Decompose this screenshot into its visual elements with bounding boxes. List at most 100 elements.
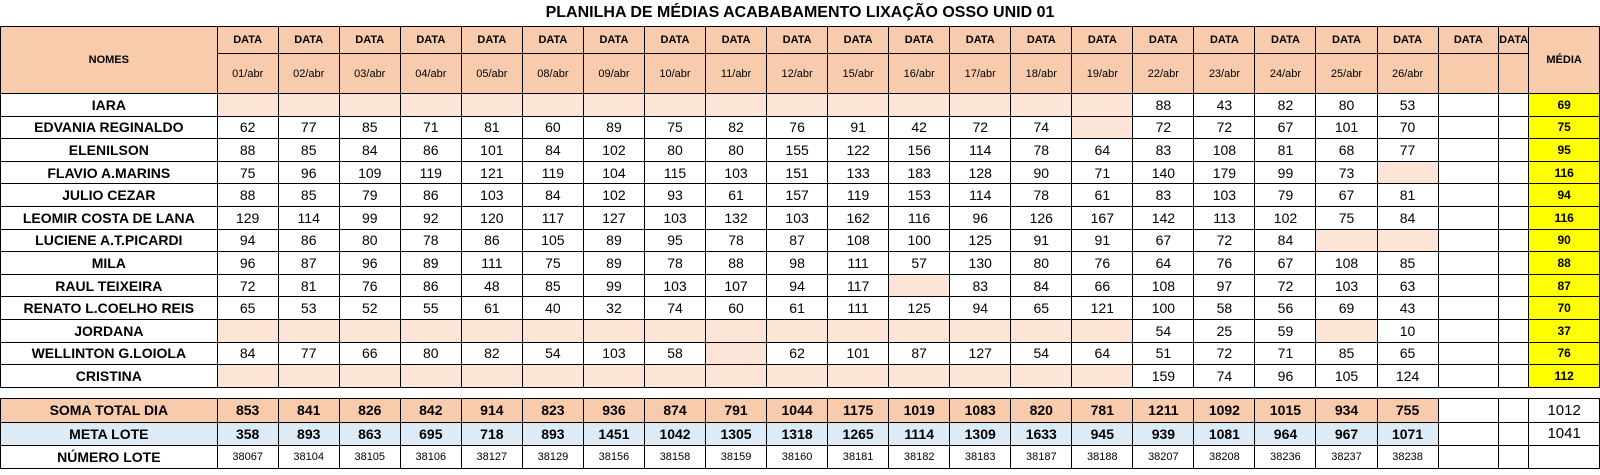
score-cell[interactable] — [705, 93, 768, 117]
soma-value[interactable]: 874 — [643, 397, 707, 423]
score-cell[interactable] — [1437, 251, 1500, 275]
data-header[interactable]: DATA — [1010, 26, 1073, 54]
date-header[interactable]: 02/abr — [277, 53, 340, 94]
score-cell[interactable] — [1437, 138, 1500, 162]
score-cell[interactable]: 80 — [705, 138, 768, 162]
score-cell[interactable]: 54 — [1010, 341, 1073, 366]
score-cell[interactable]: 55 — [399, 296, 462, 320]
score-cell[interactable]: 103 — [705, 160, 768, 185]
score-cell[interactable] — [888, 364, 951, 388]
soma-value[interactable]: 853 — [216, 397, 279, 423]
score-cell[interactable] — [1498, 228, 1530, 253]
score-cell[interactable]: 88 — [1132, 93, 1195, 117]
score-cell[interactable]: 85 — [338, 115, 401, 140]
score-cell[interactable]: 151 — [766, 160, 829, 185]
score-cell[interactable] — [705, 341, 768, 366]
score-cell[interactable] — [277, 364, 340, 388]
score-cell[interactable]: 78 — [705, 228, 768, 253]
score-cell[interactable] — [1498, 296, 1530, 320]
data-header[interactable]: DATA — [1071, 26, 1134, 54]
score-cell[interactable]: 68 — [1315, 138, 1378, 162]
score-cell[interactable] — [521, 318, 584, 343]
score-cell[interactable]: 81 — [1254, 138, 1317, 162]
score-cell[interactable] — [1498, 251, 1530, 275]
score-cell[interactable] — [766, 93, 829, 117]
score-cell[interactable]: 75 — [521, 251, 584, 275]
meta-value[interactable]: 1309 — [949, 421, 1012, 446]
score-cell[interactable] — [338, 364, 401, 388]
score-cell[interactable]: 71 — [399, 115, 462, 140]
score-cell[interactable]: 76 — [1071, 251, 1134, 275]
data-header[interactable]: DATA — [1376, 26, 1439, 54]
lote-value[interactable]: 38156 — [582, 444, 645, 469]
score-cell[interactable]: 96 — [277, 160, 340, 185]
score-cell[interactable]: 81 — [1376, 183, 1439, 207]
meta-value[interactable]: 1318 — [766, 421, 829, 446]
score-cell[interactable]: 80 — [1010, 251, 1073, 275]
score-cell[interactable]: 60 — [705, 296, 768, 320]
score-cell[interactable] — [643, 93, 707, 117]
score-cell[interactable]: 103 — [766, 205, 829, 230]
score-cell[interactable]: 120 — [460, 205, 523, 230]
score-cell[interactable]: 114 — [949, 183, 1012, 207]
score-cell[interactable]: 67 — [1254, 115, 1317, 140]
soma-value[interactable]: 755 — [1376, 397, 1439, 423]
score-cell[interactable]: 25 — [1193, 318, 1256, 343]
score-cell[interactable] — [766, 364, 829, 388]
score-cell[interactable]: 74 — [1010, 115, 1073, 140]
date-header[interactable]: 15/abr — [827, 53, 890, 94]
score-cell[interactable]: 53 — [277, 296, 340, 320]
meta-total[interactable]: 1041 — [1528, 421, 1600, 446]
lote-value[interactable]: 38238 — [1376, 444, 1439, 469]
score-cell[interactable]: 76 — [338, 273, 401, 298]
score-cell[interactable]: 91 — [1010, 228, 1073, 253]
score-cell[interactable]: 75 — [1315, 205, 1378, 230]
employee-name[interactable]: ELENILSON — [0, 138, 218, 162]
soma-value[interactable]: 791 — [705, 397, 768, 423]
score-cell[interactable] — [1437, 273, 1500, 298]
score-cell[interactable]: 77 — [277, 341, 340, 366]
score-cell[interactable]: 86 — [399, 138, 462, 162]
score-cell[interactable]: 85 — [1376, 251, 1439, 275]
lote-value[interactable] — [1498, 444, 1530, 469]
data-header[interactable]: DATA — [1498, 26, 1530, 54]
meta-value[interactable]: 1081 — [1193, 421, 1256, 446]
score-cell[interactable]: 87 — [277, 251, 340, 275]
lote-value[interactable]: 38160 — [766, 444, 829, 469]
score-cell[interactable] — [1437, 160, 1500, 185]
score-cell[interactable]: 130 — [949, 251, 1012, 275]
score-cell[interactable]: 100 — [888, 228, 951, 253]
score-cell[interactable]: 179 — [1193, 160, 1256, 185]
score-cell[interactable] — [827, 93, 890, 117]
score-cell[interactable]: 103 — [1193, 183, 1256, 207]
score-cell[interactable] — [643, 318, 707, 343]
score-cell[interactable]: 87 — [766, 228, 829, 253]
score-cell[interactable]: 74 — [643, 296, 707, 320]
score-cell[interactable]: 72 — [949, 115, 1012, 140]
score-cell[interactable] — [1498, 318, 1530, 343]
data-header[interactable]: DATA — [1193, 26, 1256, 54]
score-cell[interactable]: 82 — [460, 341, 523, 366]
score-cell[interactable] — [1071, 93, 1134, 117]
score-cell[interactable]: 62 — [216, 115, 279, 140]
score-cell[interactable]: 74 — [1193, 364, 1256, 388]
employee-name[interactable]: IARA — [0, 93, 218, 117]
score-cell[interactable]: 71 — [1254, 341, 1317, 366]
score-cell[interactable]: 162 — [827, 205, 890, 230]
score-cell[interactable]: 127 — [949, 341, 1012, 366]
score-cell[interactable]: 72 — [1193, 228, 1256, 253]
score-cell[interactable]: 117 — [827, 273, 890, 298]
score-cell[interactable]: 95 — [643, 228, 707, 253]
data-header[interactable]: DATA — [827, 26, 890, 54]
score-cell[interactable]: 155 — [766, 138, 829, 162]
score-cell[interactable]: 62 — [766, 341, 829, 366]
score-cell[interactable] — [399, 364, 462, 388]
score-cell[interactable]: 80 — [643, 138, 707, 162]
data-header[interactable]: DATA — [705, 26, 768, 54]
score-cell[interactable] — [582, 318, 645, 343]
score-cell[interactable]: 102 — [1254, 205, 1317, 230]
score-cell[interactable]: 78 — [1010, 183, 1073, 207]
score-cell[interactable] — [643, 364, 707, 388]
score-cell[interactable] — [216, 93, 279, 117]
employee-name[interactable]: EDVANIA REGINALDO — [0, 115, 218, 140]
